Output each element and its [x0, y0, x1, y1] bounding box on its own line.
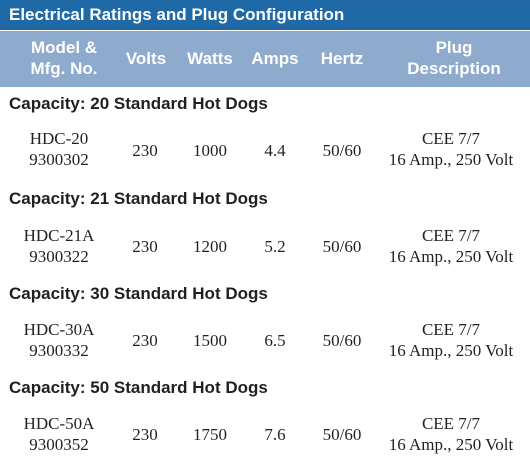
- model-name: HDC-30A: [23, 320, 95, 339]
- hertz-cell: 50/60: [322, 331, 362, 350]
- watts-cell: 1500: [193, 331, 227, 350]
- header-amps: Amps: [251, 49, 299, 68]
- header-model: Model & Mfg. No.: [8, 37, 120, 79]
- section-title: Capacity: 30 Standard Hot Dogs: [9, 284, 268, 303]
- section-title: Capacity: 20 Standard Hot Dogs: [9, 94, 268, 113]
- model-cell: HDC-50A 9300352: [4, 413, 114, 455]
- mfg-number: 9300322: [29, 247, 89, 266]
- hertz-cell: 50/60: [322, 425, 362, 444]
- header-watts: Watts: [187, 49, 233, 68]
- model-name: HDC-21A: [23, 226, 95, 245]
- plug-type: CEE 7/7: [421, 414, 481, 433]
- plug-rating: 16 Amp., 250 Volt: [388, 150, 514, 169]
- section-title: Capacity: 50 Standard Hot Dogs: [9, 378, 268, 397]
- plug-cell: CEE 7/7 16 Amp., 250 Volt: [376, 225, 526, 267]
- header-plug: Plug Description: [390, 37, 518, 79]
- plug-type: CEE 7/7: [421, 320, 481, 339]
- amps-cell: 5.2: [264, 237, 286, 256]
- header-plug-line1: Plug: [435, 38, 473, 57]
- plug-cell: CEE 7/7 16 Amp., 250 Volt: [376, 319, 526, 361]
- volts-cell: 230: [132, 425, 158, 444]
- volts-cell: 230: [132, 141, 158, 160]
- plug-cell: CEE 7/7 16 Amp., 250 Volt: [376, 413, 526, 455]
- amps-cell: 4.4: [264, 141, 286, 160]
- plug-type: CEE 7/7: [421, 129, 481, 148]
- header-model-line1: Model &: [30, 38, 98, 57]
- hertz-cell: 50/60: [322, 141, 362, 160]
- watts-cell: 1750: [193, 425, 227, 444]
- header-volts: Volts: [125, 49, 167, 68]
- plug-type: CEE 7/7: [421, 226, 481, 245]
- plug-rating: 16 Amp., 250 Volt: [388, 341, 514, 360]
- hertz-cell: 50/60: [322, 237, 362, 256]
- mfg-number: 9300302: [29, 150, 89, 169]
- volts-cell: 230: [132, 331, 158, 350]
- model-cell: HDC-21A 9300322: [4, 225, 114, 267]
- header-model-line2: Mfg. No.: [30, 59, 98, 78]
- model-name: HDC-20: [29, 129, 89, 148]
- mfg-number: 9300352: [29, 435, 89, 454]
- section-title: Capacity: 21 Standard Hot Dogs: [9, 189, 268, 208]
- plug-rating: 16 Amp., 250 Volt: [388, 247, 514, 266]
- model-cell: HDC-30A 9300332: [4, 319, 114, 361]
- volts-cell: 230: [132, 237, 158, 256]
- model-cell: HDC-20 9300302: [4, 128, 114, 170]
- amps-cell: 7.6: [264, 425, 286, 444]
- plug-cell: CEE 7/7 16 Amp., 250 Volt: [376, 128, 526, 170]
- watts-cell: 1000: [193, 141, 227, 160]
- table-title: Electrical Ratings and Plug Configuratio…: [0, 0, 530, 30]
- watts-cell: 1200: [193, 237, 227, 256]
- model-name: HDC-50A: [23, 414, 95, 433]
- table-header-row: Model & Mfg. No. Volts Watts Amps Hertz …: [0, 31, 530, 87]
- amps-cell: 6.5: [264, 331, 286, 350]
- mfg-number: 9300332: [29, 341, 89, 360]
- header-hertz: Hertz: [320, 49, 364, 68]
- plug-rating: 16 Amp., 250 Volt: [388, 435, 514, 454]
- header-plug-line2: Description: [407, 59, 501, 78]
